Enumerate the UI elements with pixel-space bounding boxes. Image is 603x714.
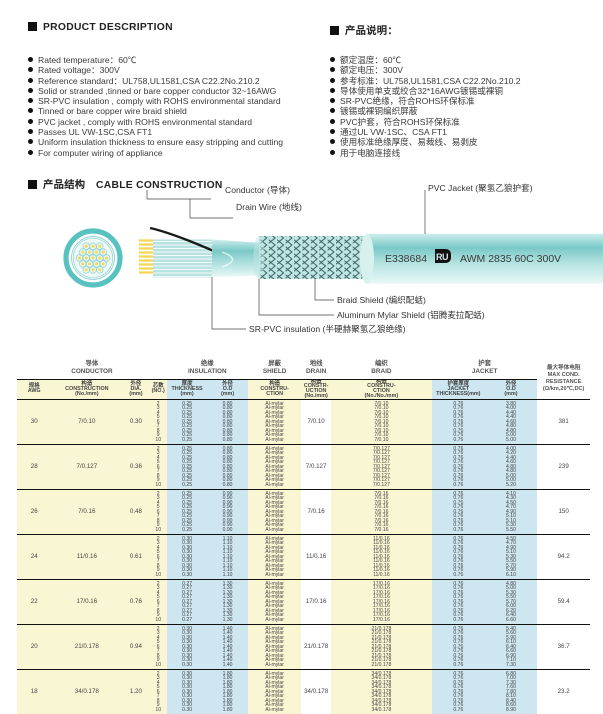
svg-text:Drain Wire (地线): Drain Wire (地线) bbox=[236, 201, 302, 212]
svg-text:U: U bbox=[442, 252, 449, 262]
svg-text:AWM 2835 60C 300V: AWM 2835 60C 300V bbox=[460, 253, 561, 265]
svg-text:Conductor (导体): Conductor (导体) bbox=[225, 184, 290, 195]
svg-text:Braid Shield (编织配蛞): Braid Shield (编织配蛞) bbox=[337, 294, 426, 305]
svg-text:SR-PVC insulation (半硬赫聚氢乙狼绝缘): SR-PVC insulation (半硬赫聚氢乙狼绝缘) bbox=[249, 323, 406, 334]
svg-text:PVC Jacket (聚氢乙狼护套): PVC Jacket (聚氢乙狼护套) bbox=[428, 182, 533, 193]
svg-text:Aluminum Mylar Shield (铝腾麦拉配蛞): Aluminum Mylar Shield (铝腾麦拉配蛞) bbox=[337, 309, 485, 320]
svg-text:E338684: E338684 bbox=[385, 253, 427, 265]
